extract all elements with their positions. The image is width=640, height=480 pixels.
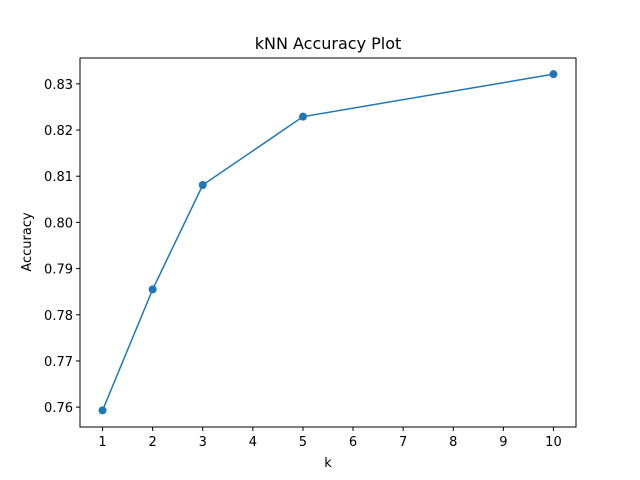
x-tick-label: 9 [499, 435, 507, 450]
series-layer [98, 70, 558, 415]
data-point [298, 112, 307, 121]
y-tick-label: 0.81 [44, 170, 73, 185]
x-tick-label: 3 [199, 435, 207, 450]
x-tick-label: 5 [299, 435, 307, 450]
x-tick-label: 1 [98, 435, 106, 450]
x-tick-label: 8 [449, 435, 457, 450]
y-tick-label: 0.78 [44, 309, 73, 324]
data-point [549, 70, 558, 79]
y-tick-label: 0.79 [44, 263, 73, 278]
y-tick-label: 0.76 [44, 401, 73, 416]
y-tick-label: 0.77 [44, 355, 73, 370]
x-axis: 1 2 3 4 5 6 7 8 9 10 [98, 427, 562, 450]
data-point [148, 285, 157, 294]
x-tick-label: 10 [545, 435, 562, 450]
data-point [198, 181, 207, 190]
y-tick-label: 0.80 [44, 216, 73, 231]
y-axis-label: Accuracy [20, 212, 35, 272]
y-tick-label: 0.82 [44, 124, 73, 139]
x-tick-label: 7 [399, 435, 407, 450]
x-tick-label: 4 [249, 435, 257, 450]
plot-frame [79, 57, 577, 428]
x-tick-label: 2 [149, 435, 157, 450]
chart-title: kNN Accuracy Plot [255, 34, 402, 53]
y-axis: 0.76 0.77 0.78 0.79 0.80 0.81 0.82 0.83 [44, 78, 80, 416]
series-line [101, 73, 554, 411]
y-tick-label: 0.83 [44, 78, 73, 93]
data-point [98, 406, 107, 415]
x-tick-label: 6 [349, 435, 357, 450]
x-axis-label: k [324, 456, 332, 471]
